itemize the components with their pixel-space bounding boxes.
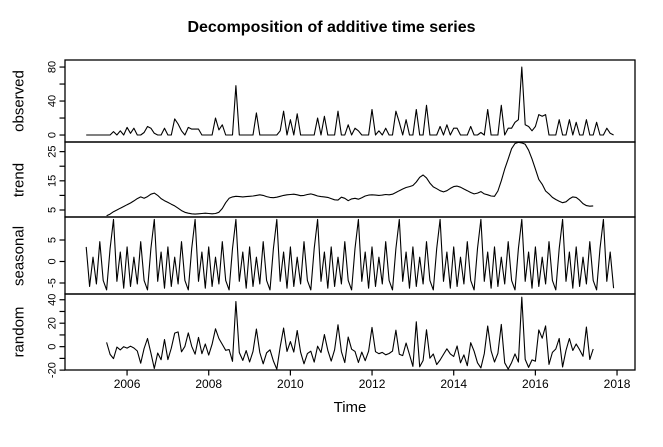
svg-text:80: 80 [47, 61, 59, 73]
svg-text:2018: 2018 [604, 377, 631, 391]
svg-text:2008: 2008 [195, 377, 222, 391]
svg-text:5: 5 [47, 207, 59, 213]
svg-text:0: 0 [47, 132, 59, 138]
svg-text:40: 40 [47, 95, 59, 107]
x-axis-title: Time [333, 399, 367, 416]
y-axis-label-trend: trend [10, 162, 28, 198]
svg-text:0: 0 [47, 344, 59, 350]
svg-text:2010: 2010 [277, 377, 304, 391]
svg-text:-5: -5 [47, 278, 59, 288]
svg-text:2012: 2012 [359, 377, 386, 391]
svg-text:2014: 2014 [440, 377, 467, 391]
svg-text:40: 40 [47, 294, 59, 306]
y-axis-label-random: random [10, 306, 28, 358]
y-axis-label-seasonal: seasonal [10, 225, 28, 287]
svg-text:15: 15 [47, 175, 59, 187]
svg-text:20: 20 [47, 317, 59, 329]
svg-text:25: 25 [47, 146, 59, 158]
svg-text:0: 0 [47, 258, 59, 264]
svg-text:5: 5 [47, 237, 59, 243]
y-axis-label-observed: observed [10, 70, 28, 132]
svg-text:-20: -20 [47, 362, 59, 378]
chart-title: Decomposition of additive time series [187, 19, 476, 36]
svg-text:2006: 2006 [114, 377, 141, 391]
svg-text:2016: 2016 [522, 377, 549, 391]
